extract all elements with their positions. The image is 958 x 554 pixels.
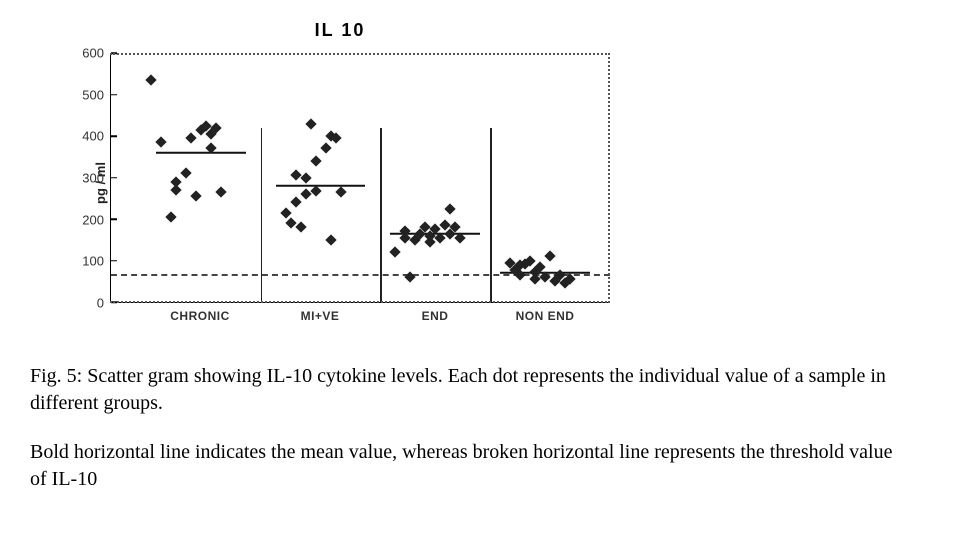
- data-point: [170, 176, 181, 187]
- data-point: [295, 222, 306, 233]
- y-tick: [111, 301, 117, 303]
- x-category-label: CHRONIC: [170, 309, 230, 323]
- mean-line: [156, 151, 246, 154]
- data-point: [325, 234, 336, 245]
- y-tick: [111, 135, 117, 137]
- plot-box: pg / ml 0100200300400500600 CHRONICMI+VE…: [110, 43, 610, 323]
- data-point: [215, 186, 226, 197]
- y-tick-label: 500: [76, 87, 104, 102]
- data-point: [320, 143, 331, 154]
- y-tick-label: 0: [76, 296, 104, 311]
- data-point: [190, 191, 201, 202]
- y-tick-label: 400: [76, 129, 104, 144]
- chart-title: IL 10: [60, 20, 620, 41]
- plot-area: [110, 53, 610, 303]
- x-category-label: END: [422, 309, 449, 323]
- caption-line-1: Fig. 5: Scatter gram showing IL-10 cytok…: [30, 363, 910, 417]
- data-point: [290, 197, 301, 208]
- data-point: [310, 155, 321, 166]
- figure-caption: Fig. 5: Scatter gram showing IL-10 cytok…: [30, 363, 910, 493]
- y-tick: [111, 94, 117, 96]
- x-category-label: MI+VE: [301, 309, 340, 323]
- data-point: [280, 207, 291, 218]
- data-point: [165, 211, 176, 222]
- y-tick: [111, 177, 117, 179]
- y-tick: [111, 260, 117, 262]
- caption-line-2: Bold horizontal line indicates the mean …: [30, 439, 910, 493]
- data-point: [185, 132, 196, 143]
- data-point: [155, 137, 166, 148]
- y-tick-label: 100: [76, 254, 104, 269]
- x-category-label: NON END: [516, 309, 575, 323]
- y-axis-label: pg / ml: [93, 162, 108, 204]
- y-tick: [111, 52, 117, 54]
- data-point: [445, 203, 456, 214]
- y-tick: [111, 218, 117, 220]
- data-point: [390, 247, 401, 258]
- mean-line: [276, 185, 366, 188]
- data-point: [300, 172, 311, 183]
- data-point: [305, 118, 316, 129]
- data-point: [145, 74, 156, 85]
- data-point: [180, 168, 191, 179]
- il10-scatter-chart: IL 10 pg / ml 0100200300400500600 CHRONI…: [60, 20, 620, 323]
- y-tick-label: 600: [76, 46, 104, 61]
- data-point: [335, 186, 346, 197]
- data-point: [544, 251, 555, 262]
- y-tick-label: 200: [76, 212, 104, 227]
- data-point: [290, 170, 301, 181]
